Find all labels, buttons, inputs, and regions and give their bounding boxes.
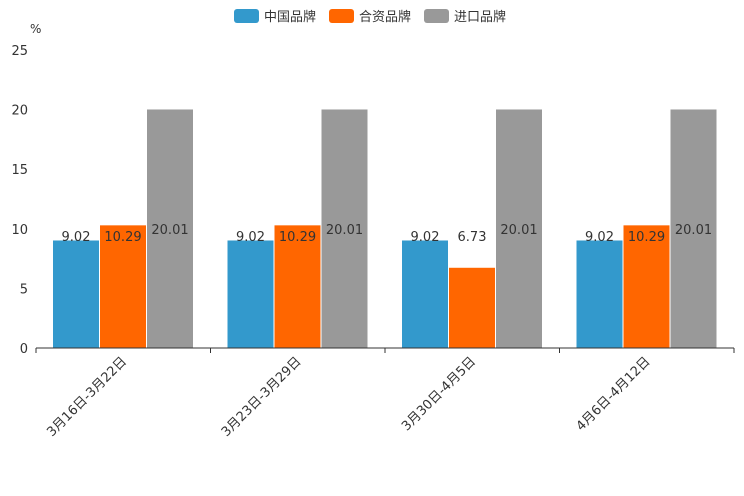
y-tick-label-15: 15 [11,163,28,178]
x-category-label-2: 3月23日-3月29日 [219,354,305,440]
data-label-1-1: 9.02 [62,230,91,245]
legend-label-1: 中国品牌 [264,9,316,25]
legend-item-2[interactable]: 合资品牌 [329,9,411,25]
y-tick-label-10: 10 [11,223,28,238]
data-label-2-4: 10.29 [628,230,665,245]
legend-label-3: 进口品牌 [454,9,506,25]
bar-joint-4[interactable] [623,225,670,348]
data-label-1-3: 9.02 [411,230,440,245]
bar-joint-2[interactable] [274,225,321,348]
legend-swatch-1 [234,9,259,23]
data-label-2-3: 6.73 [458,230,487,245]
legend-swatch-3 [424,9,449,23]
legend-label-2: 合资品牌 [359,9,411,25]
y-axis-ticks: 0 5 10 15 20 25 [11,44,28,357]
bar-china-3[interactable] [402,240,448,348]
data-label-1-2: 9.02 [236,230,265,245]
data-label-2-2: 10.29 [279,230,316,245]
legend-swatch-2 [329,9,354,23]
bar-import-3[interactable] [496,109,542,348]
data-labels: 9.02 10.29 20.01 9.02 10.29 20.01 9.02 6.73 20.0… [62,223,713,245]
y-tick-label-20: 20 [11,104,28,119]
bar-import-4[interactable] [670,109,717,348]
bar-import-2[interactable] [321,109,368,348]
data-label-1-4: 9.02 [585,230,614,245]
x-category-label-3: 3月30日-4月5日 [399,354,479,434]
bar-china-2[interactable] [227,240,274,348]
y-axis-unit-label: % [30,22,41,36]
bars [53,109,717,348]
x-category-label-1: 3月16日-3月22日 [44,354,130,440]
bar-joint-1[interactable] [100,225,146,348]
legend-item-1[interactable]: 中国品牌 [234,9,316,25]
bar-china-4[interactable] [576,240,623,348]
legend-item-3[interactable]: 进口品牌 [424,9,506,25]
x-category-label-4: 4月6日-4月12日 [574,354,654,434]
y-tick-label-0: 0 [20,342,28,357]
y-tick-label-25: 25 [11,44,28,59]
bar-joint-3[interactable] [449,267,495,348]
bar-import-1[interactable] [147,109,193,348]
y-tick-label-5: 5 [20,282,28,297]
data-label-3-3: 20.01 [500,223,537,238]
data-label-3-2: 20.01 [326,223,363,238]
bar-china-1[interactable] [53,240,99,348]
legend: 中国品牌 合资品牌 进口品牌 [234,9,506,25]
data-label-2-1: 10.29 [104,230,141,245]
data-label-3-4: 20.01 [675,223,712,238]
data-label-3-1: 20.01 [151,223,188,238]
x-axis-ticks: 3月16日-3月22日 3月23日-3月29日 3月30日-4月5日 4月6日-4月1… [35,348,735,440]
